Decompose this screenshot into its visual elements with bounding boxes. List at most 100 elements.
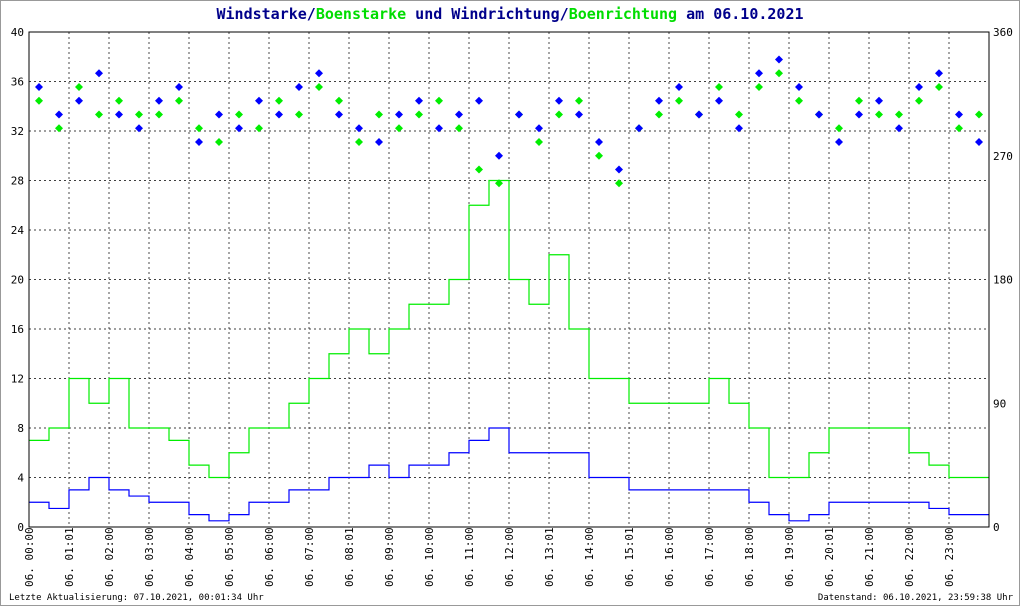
direction-point-windrichtung	[115, 110, 123, 119]
direction-point-boenrichtung	[175, 96, 183, 105]
direction-point-boenrichtung	[555, 110, 563, 119]
y-tick-left: 4	[17, 472, 24, 485]
direction-point-windrichtung	[195, 138, 203, 146]
direction-point-boenrichtung	[915, 96, 923, 105]
direction-point-boenrichtung	[115, 96, 123, 105]
direction-point-windrichtung	[375, 138, 383, 146]
y-tick-left: 8	[17, 422, 24, 435]
y-tick-right: 0	[993, 521, 1000, 534]
x-tick-label: 06. 14:00	[583, 527, 596, 587]
y-tick-left: 0	[17, 521, 24, 534]
y-tick-left: 20	[11, 274, 24, 287]
direction-point-boenrichtung	[975, 110, 983, 119]
direction-point-windrichtung	[515, 110, 523, 119]
direction-point-boenrichtung	[595, 151, 603, 160]
direction-point-windrichtung	[775, 55, 783, 64]
direction-point-windrichtung	[635, 124, 643, 133]
direction-point-boenrichtung	[535, 138, 543, 146]
direction-point-windrichtung	[355, 124, 363, 133]
y-tick-left: 12	[11, 373, 24, 386]
direction-point-windrichtung	[415, 96, 423, 105]
direction-point-windrichtung	[235, 124, 243, 133]
y-tick-right: 270	[993, 150, 1013, 163]
direction-point-boenrichtung	[355, 138, 363, 146]
x-tick-label: 06. 06:00	[263, 527, 276, 587]
x-tick-label: 06. 15:01	[623, 527, 636, 587]
title-direction: und Windrichtung/	[406, 5, 569, 23]
x-tick-label: 06. 23:00	[943, 527, 956, 587]
x-tick-label: 06. 02:00	[103, 527, 116, 587]
direction-point-boenrichtung	[895, 110, 903, 119]
direction-point-windrichtung	[495, 151, 503, 160]
series-boenstarke	[29, 179, 989, 479]
direction-point-boenrichtung	[655, 110, 663, 119]
title-date: am 06.10.2021	[677, 5, 804, 23]
direction-point-windrichtung	[135, 124, 143, 133]
direction-point-boenrichtung	[415, 110, 423, 119]
direction-point-boenrichtung	[795, 96, 803, 105]
direction-point-boenrichtung	[395, 124, 403, 133]
x-tick-label: 06. 03:00	[143, 527, 156, 587]
direction-point-windrichtung	[475, 96, 483, 105]
x-tick-label: 06. 11:00	[463, 527, 476, 587]
direction-point-boenrichtung	[735, 110, 743, 119]
direction-point-boenrichtung	[875, 110, 883, 119]
direction-point-windrichtung	[535, 124, 543, 133]
direction-point-boenrichtung	[475, 165, 483, 174]
x-tick-label: 06. 01:01	[63, 527, 76, 587]
direction-point-windrichtung	[695, 110, 703, 119]
x-tick-label: 06. 08:01	[343, 527, 356, 587]
direction-point-boenrichtung	[435, 96, 443, 105]
direction-point-windrichtung	[455, 110, 463, 119]
direction-point-windrichtung	[75, 96, 83, 105]
direction-point-windrichtung	[55, 110, 63, 119]
direction-point-boenrichtung	[455, 124, 463, 133]
direction-point-windrichtung	[335, 110, 343, 119]
direction-point-boenrichtung	[855, 96, 863, 105]
direction-point-boenrichtung	[235, 110, 243, 119]
y-tick-left: 32	[11, 125, 24, 138]
direction-point-windrichtung	[735, 124, 743, 133]
chart-title: Windstarke/Boenstarke und Windrichtung/B…	[1, 5, 1019, 23]
direction-point-boenrichtung	[615, 179, 623, 188]
direction-point-boenrichtung	[95, 110, 103, 119]
direction-point-windrichtung	[215, 110, 223, 119]
direction-point-boenrichtung	[715, 83, 723, 91]
x-tick-label: 06. 20:01	[823, 527, 836, 587]
y-tick-left: 36	[11, 76, 24, 89]
direction-point-boenrichtung	[55, 124, 63, 133]
direction-point-windrichtung	[175, 83, 183, 91]
direction-point-windrichtung	[715, 96, 723, 105]
direction-point-boenrichtung	[135, 110, 143, 119]
y-tick-right: 90	[993, 397, 1006, 410]
direction-point-windrichtung	[35, 83, 43, 91]
direction-point-boenrichtung	[215, 138, 223, 146]
direction-point-windrichtung	[255, 96, 263, 105]
direction-point-windrichtung	[655, 96, 663, 105]
direction-point-windrichtung	[975, 138, 983, 146]
direction-point-windrichtung	[555, 96, 563, 105]
x-tick-label: 06. 00:00	[23, 527, 36, 587]
y-tick-left: 28	[11, 175, 24, 188]
direction-point-boenrichtung	[375, 110, 383, 119]
direction-point-windrichtung	[955, 110, 963, 119]
title-gust: Boenstarke	[315, 5, 407, 23]
x-tick-label: 06. 09:00	[383, 527, 396, 587]
direction-point-boenrichtung	[835, 124, 843, 133]
x-tick-label: 06. 18:00	[743, 527, 756, 587]
direction-point-windrichtung	[795, 83, 803, 91]
title-gust-direction: Boenrichtung	[568, 5, 678, 23]
y-tick-right: 360	[993, 26, 1013, 39]
plot-frame	[28, 31, 990, 528]
direction-point-windrichtung	[615, 165, 623, 174]
direction-point-windrichtung	[595, 138, 603, 146]
y-tick-right: 180	[993, 274, 1013, 287]
direction-point-boenrichtung	[275, 96, 283, 105]
direction-point-windrichtung	[755, 69, 763, 78]
x-tick-label: 06. 19:00	[783, 527, 796, 587]
direction-point-windrichtung	[315, 69, 323, 78]
direction-point-boenrichtung	[195, 124, 203, 133]
direction-point-windrichtung	[855, 110, 863, 119]
series-windstarke	[29, 427, 989, 522]
